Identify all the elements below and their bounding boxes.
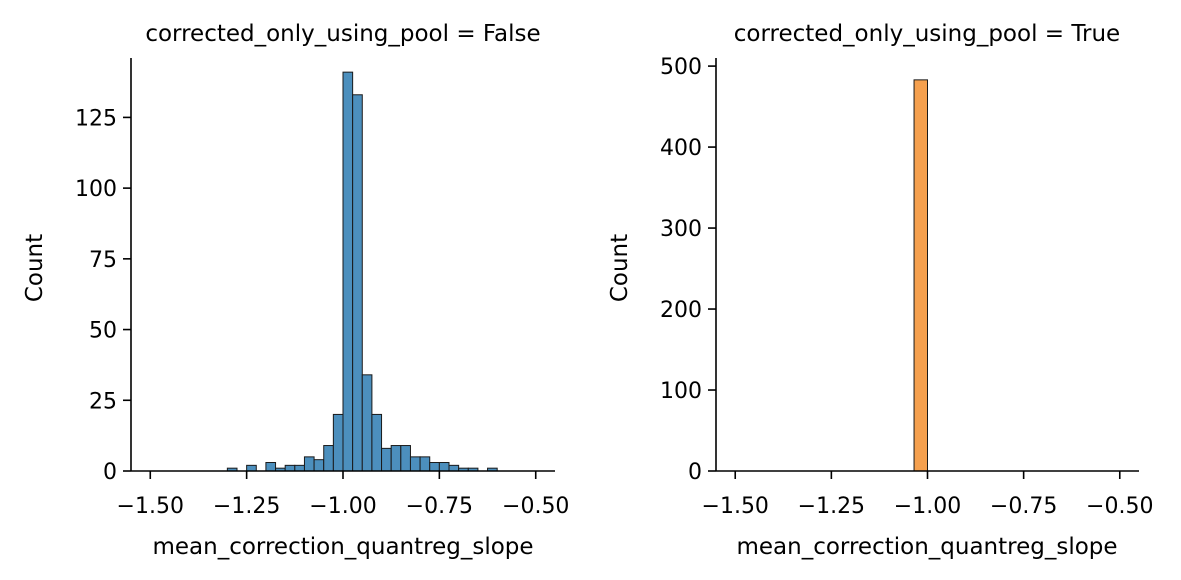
x-tick-label-true-0: −1.50 [702, 494, 769, 519]
y-tick-label-true-2: 200 [660, 298, 702, 323]
histogram-bar-false-18 [419, 456, 431, 472]
y-tick-label-true-0: 0 [688, 460, 702, 485]
facet-false: corrected_only_using_pool = False mean_c… [22, 21, 569, 560]
facet-title-false: corrected_only_using_pool = False [145, 21, 540, 47]
y-tick-label-true-3: 300 [660, 217, 702, 242]
histogram-bar-false-12 [361, 374, 373, 472]
y-axis-label-false: Count [22, 234, 48, 302]
histogram-bars-false [226, 71, 498, 472]
x-ticks-true: −1.50 −1.25 −1.00 −0.75 −0.50 [702, 471, 1153, 519]
y-tick-label-false-4: 100 [75, 177, 117, 202]
x-tick-label-false-1: −1.25 [213, 494, 280, 519]
histogram-bar-false-6 [303, 456, 315, 472]
x-tick-label-false-4: −0.50 [502, 494, 569, 519]
histogram-bar-false-20 [438, 462, 450, 472]
y-tick-label-false-0: 0 [103, 460, 117, 485]
histogram-bar-false-8 [323, 445, 334, 472]
histogram-bar-false-16 [400, 445, 411, 472]
histogram-bar-false-13 [371, 413, 383, 472]
y-tick-label-true-5: 500 [660, 55, 702, 80]
x-tick-label-true-4: −0.50 [1086, 494, 1153, 519]
histogram-bar-false-19 [429, 462, 440, 472]
x-tick-label-false-3: −0.75 [406, 494, 473, 519]
histogram-bar-false-7 [313, 459, 325, 472]
x-tick-label-false-0: −1.50 [117, 494, 184, 519]
histogram-bar-false-5 [294, 464, 305, 472]
y-axis-label-true: Count [607, 234, 633, 302]
histogram-bars-true [913, 79, 928, 472]
x-tick-label-true-2: −1.00 [894, 494, 961, 519]
x-tick-label-false-2: −1.00 [309, 494, 376, 519]
histogram-bar-false-2 [265, 462, 277, 472]
histogram-bar-false-10 [342, 71, 354, 472]
histogram-bar-false-15 [390, 445, 402, 472]
y-tick-label-false-2: 50 [89, 319, 117, 344]
y-tick-label-false-1: 25 [89, 389, 117, 414]
histogram-bar-false-11 [352, 94, 363, 472]
x-tick-label-true-1: −1.25 [798, 494, 865, 519]
x-axis-label-false: mean_correction_quantreg_slope [152, 534, 533, 560]
histogram-bar-true-0 [913, 79, 928, 472]
x-axis-label-true: mean_correction_quantreg_slope [736, 534, 1117, 560]
x-tick-label-true-3: −0.75 [990, 494, 1057, 519]
histogram-bar-false-4 [284, 464, 296, 472]
facet-true: corrected_only_using_pool = True mean_co… [607, 21, 1153, 560]
x-ticks-false: −1.50 −1.25 −1.00 −0.75 −0.50 [117, 471, 569, 519]
histogram-bar-false-9 [332, 413, 344, 472]
y-ticks-true: 0 100 200 300 400 500 [660, 55, 716, 485]
histogram-bar-false-21 [448, 464, 460, 472]
y-tick-label-false-3: 75 [89, 248, 117, 273]
y-tick-label-true-4: 400 [660, 136, 702, 161]
histogram-bar-false-14 [381, 447, 392, 472]
histogram-bar-false-17 [409, 456, 421, 472]
y-tick-label-false-5: 125 [75, 106, 117, 131]
facet-title-true: corrected_only_using_pool = True [734, 21, 1120, 47]
y-tick-label-true-1: 100 [660, 379, 702, 404]
y-ticks-false: 0 25 50 75 100 125 [75, 106, 131, 485]
histogram-bar-false-1 [246, 464, 257, 472]
